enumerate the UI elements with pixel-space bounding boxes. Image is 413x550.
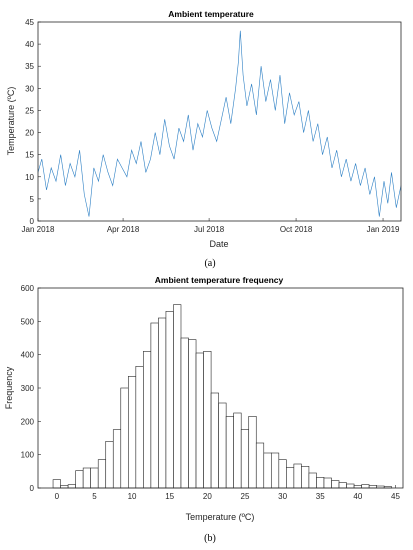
chart-b-x-tick-label: 0: [55, 492, 60, 501]
histogram-bar: [143, 351, 152, 489]
chart-a-x-tick-label: Apr 2018: [107, 225, 140, 234]
chart-b-plot-frame: [37, 287, 404, 489]
chart-a-sublabel: (a): [204, 258, 215, 269]
histogram-bar: [240, 429, 250, 489]
histogram-bar: [361, 484, 370, 489]
temperature-line-chart: Ambient temperature 0 5 10 15 20 25 30 35 40 45 J…: [6, 9, 402, 269]
chart-a-x-tick-label: Oct 2018: [280, 225, 313, 234]
histogram-bar: [158, 317, 167, 489]
histogram-bar: [135, 366, 144, 489]
chart-b-x-tick-label: 25: [241, 492, 250, 501]
histogram-bar: [308, 472, 317, 489]
histogram-bar: [278, 459, 287, 489]
histogram-bar: [210, 392, 219, 489]
histogram-bar: [225, 416, 234, 489]
chart-b-x-tick-label: 10: [128, 492, 137, 501]
chart-a-series: [37, 30, 402, 217]
chart-a-ylabel: Temperature (ºC): [6, 87, 16, 156]
chart-b-bars: [52, 304, 393, 489]
chart-b-x-tick-label: 40: [353, 492, 362, 501]
histogram-bar: [112, 429, 122, 489]
histogram-bar: [120, 387, 129, 489]
chart-a-y-tick-label: 20: [25, 129, 34, 138]
chart-b-y-tick-label: 200: [21, 417, 35, 426]
histogram-bar: [188, 339, 197, 489]
histogram-bar: [316, 477, 325, 489]
chart-a-y-axis: 0 5 10 15 20 25 30 35 40 45: [25, 18, 41, 226]
chart-a-y-tick-label: 35: [25, 62, 34, 71]
histogram-bar: [338, 482, 347, 489]
chart-a-y-tick-label: 30: [25, 84, 34, 93]
histogram-bar: [75, 470, 84, 489]
histogram-bar: [248, 416, 257, 489]
histogram-bar: [203, 351, 212, 489]
chart-a-x-tick-label: Jan 2018: [22, 225, 55, 234]
histogram-bar: [218, 402, 227, 489]
chart-b-y-tick-label: 600: [21, 284, 35, 293]
chart-a-x-axis: Jan 2018 Apr 2018 Jul 2018 Oct 2018 Jan 2019: [22, 218, 400, 234]
histogram-bar: [270, 452, 280, 489]
histogram-bar: [105, 441, 114, 489]
chart-a-y-tick-label: 15: [25, 151, 34, 160]
chart-b-y-axis: 0 100 200 300 400 500 600: [21, 284, 41, 493]
histogram-bar: [255, 442, 265, 489]
chart-b-x-tick-label: 15: [165, 492, 174, 501]
chart-b-xlabel: Temperature (ºC): [186, 512, 255, 522]
histogram-bar: [150, 322, 159, 489]
chart-b-y-tick-label: 400: [21, 351, 35, 360]
chart-a-y-tick-label: 5: [30, 195, 35, 204]
chart-b-y-tick-label: 0: [30, 484, 35, 493]
chart-b-y-tick-label: 300: [21, 384, 35, 393]
temperature-histogram: Ambient temperature frequency 0100200300…: [4, 275, 404, 544]
chart-b-x-tick-label: 30: [278, 492, 287, 501]
chart-b-x-tick-label: 20: [203, 492, 212, 501]
histogram-bar: [128, 376, 137, 489]
chart-a-plot-frame: [37, 21, 402, 222]
chart-b-ylabel: Frequency: [4, 366, 14, 409]
chart-a-y-tick-label: 45: [25, 18, 34, 27]
histogram-bar: [97, 459, 107, 489]
histogram-bar: [323, 477, 332, 489]
chart-b-x-axis: 0 5 10 15 20 25 30 35 40 45: [55, 485, 400, 501]
chart-b-y-tick-label: 500: [21, 317, 35, 326]
histogram-bar: [301, 466, 310, 489]
chart-a-x-tick-label: Jan 2019: [367, 225, 400, 234]
chart-b-sublabel: (b): [204, 533, 216, 544]
histogram-bar: [180, 337, 189, 489]
histogram-bar: [195, 352, 204, 489]
histogram-bar: [52, 479, 61, 489]
histogram-bar: [263, 452, 272, 489]
chart-b-title: Ambient temperature frequency: [155, 275, 284, 285]
chart-b-x-tick-label: 5: [92, 492, 97, 501]
histogram-bar: [293, 463, 302, 489]
chart-a-x-tick-label: Jul 2018: [194, 225, 225, 234]
chart-a-title: Ambient temperature: [168, 9, 254, 19]
chart-a-xlabel: Date: [209, 239, 228, 249]
histogram-bar: [233, 412, 242, 489]
histogram-bar: [82, 467, 91, 489]
chart-a-y-tick-label: 40: [25, 40, 34, 49]
histogram-bar: [165, 311, 174, 489]
chart-a-y-tick-label: 10: [25, 173, 34, 182]
histogram-bar: [286, 467, 295, 489]
chart-b-x-tick-label: 45: [391, 492, 400, 501]
chart-b-x-tick-label: 35: [316, 492, 325, 501]
histogram-bar: [173, 304, 182, 489]
histogram-bar: [67, 484, 76, 489]
chart-a-y-tick-label: 0: [30, 217, 35, 226]
chart-b-y-tick-label: 100: [21, 451, 35, 460]
chart-a-y-tick-label: 25: [25, 106, 34, 115]
histogram-bar: [90, 467, 99, 489]
histogram-bar: [331, 480, 340, 489]
histogram-bar: [346, 483, 355, 489]
chart-a-temperature-line: [37, 30, 402, 217]
